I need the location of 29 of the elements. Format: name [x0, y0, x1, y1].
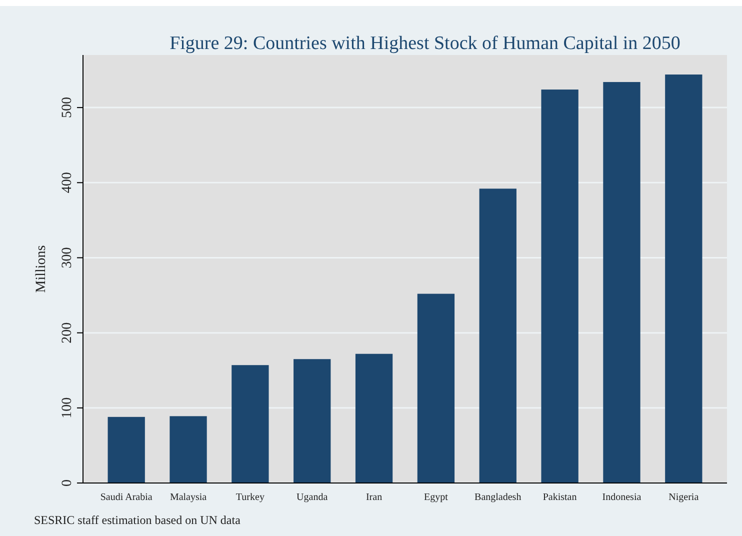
y-tick-label: 100 — [60, 397, 75, 418]
x-tick-label: Bangladesh — [474, 492, 522, 503]
x-tick-label: Uganda — [296, 492, 328, 503]
y-tick-label: 300 — [60, 247, 75, 268]
x-tick-label: Indonesia — [602, 492, 642, 503]
bar — [232, 365, 269, 483]
y-axis-title: Millions — [34, 245, 49, 293]
x-tick-label: Saudi Arabia — [100, 492, 153, 503]
x-tick-label: Pakistan — [542, 492, 577, 503]
bar — [603, 82, 640, 483]
text: SESRIC staff estimation based on UN data — [34, 513, 242, 527]
bar — [479, 188, 516, 483]
bar — [108, 416, 145, 483]
y-tick-label: 500 — [60, 97, 75, 118]
x-tick-label: Egypt — [424, 492, 448, 503]
bar — [170, 416, 207, 483]
bar — [355, 354, 393, 483]
x-tick-label: Iran — [366, 492, 382, 503]
chart-title: Figure 29: Countries with Highest Stock of Human Capital in 2050 — [170, 33, 680, 54]
y-tick-label: 200 — [60, 322, 75, 344]
y-tick-label: 0 — [60, 480, 75, 486]
x-tick-label: Malaysia — [170, 492, 208, 503]
bar — [294, 359, 331, 483]
bar — [541, 90, 578, 483]
bar — [665, 74, 702, 483]
bar — [417, 294, 455, 483]
x-tick-label: Turkey — [236, 492, 264, 503]
x-tick-label: Nigeria — [668, 492, 700, 503]
y-tick-label: 400 — [60, 172, 75, 194]
